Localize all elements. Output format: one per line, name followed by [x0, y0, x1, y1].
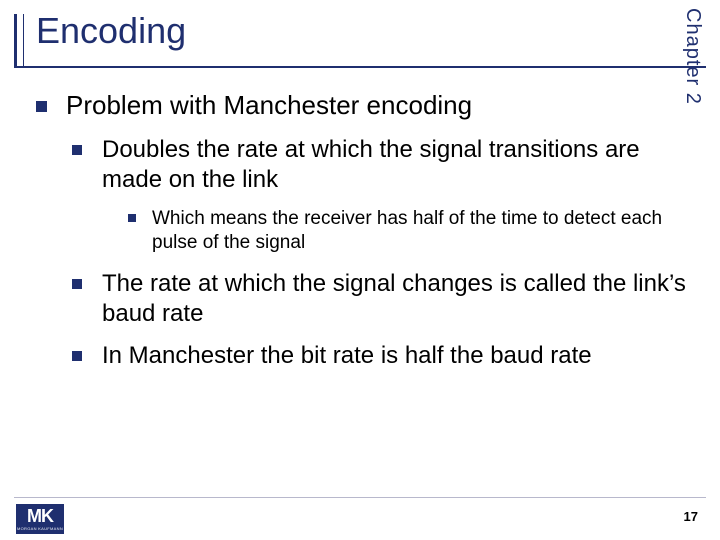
bullet-level2: In Manchester the bit rate is half the b… — [72, 341, 686, 371]
title-underline — [14, 66, 706, 68]
slide: Encoding Chapter 2 Problem with Manchest… — [0, 0, 720, 540]
logo-initials: MK — [27, 507, 53, 525]
square-bullet-icon — [36, 101, 47, 112]
bullet-level1: Problem with Manchester encoding — [36, 90, 686, 121]
bullet-text: Which means the receiver has half of the… — [152, 208, 662, 253]
publisher-logo: MK MORGAN KAUFMANN — [16, 504, 64, 534]
square-bullet-icon — [72, 351, 82, 361]
bullet-level2: The rate at which the signal changes is … — [72, 269, 686, 329]
bullet-text: In Manchester the bit rate is half the b… — [102, 342, 592, 369]
bullet-text: Doubles the rate at which the signal tra… — [102, 136, 640, 193]
bullet-text: The rate at which the signal changes is … — [102, 270, 686, 327]
footer-divider — [14, 497, 706, 498]
bullet-level3: Which means the receiver has half of the… — [128, 207, 686, 255]
slide-title: Encoding — [36, 10, 186, 52]
bullet-level2: Doubles the rate at which the signal tra… — [72, 135, 686, 195]
page-number: 17 — [684, 509, 698, 524]
square-bullet-icon — [72, 145, 82, 155]
content-area: Problem with Manchester encoding Doubles… — [36, 90, 686, 383]
title-accent-bars — [14, 14, 24, 66]
logo-publisher: MORGAN KAUFMANN — [17, 526, 63, 531]
bullet-text: Problem with Manchester encoding — [66, 90, 472, 120]
square-bullet-icon — [72, 279, 82, 289]
square-bullet-icon — [128, 214, 136, 222]
